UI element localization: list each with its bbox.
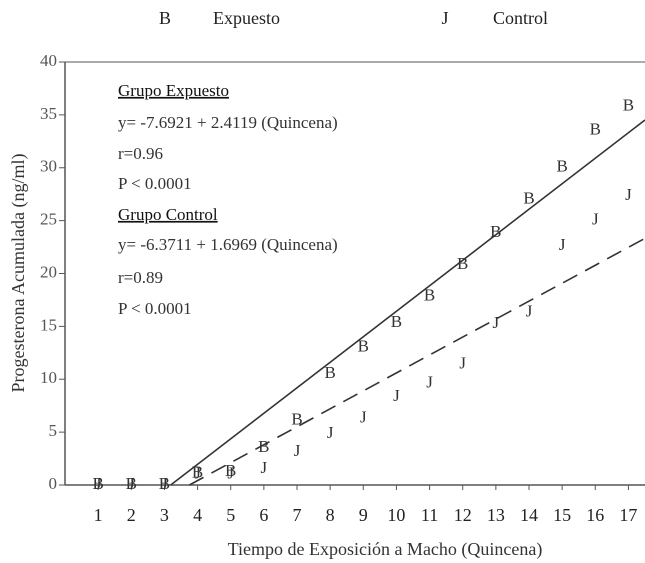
x-tick-label: 11 <box>421 505 438 525</box>
x-tick-label: 2 <box>127 505 136 525</box>
y-tick-label: 35 <box>40 104 57 123</box>
x-tick-label: 12 <box>454 505 472 525</box>
y-tick-label: 20 <box>40 262 57 281</box>
marker: B <box>424 286 435 305</box>
marker: J <box>559 235 566 254</box>
x-tick-label: 7 <box>293 505 302 525</box>
x-tick-label: 14 <box>520 505 538 525</box>
x-tick-label: 1 <box>94 505 103 525</box>
marker: J <box>227 463 234 482</box>
x-tick-label: 9 <box>359 505 368 525</box>
marker: J <box>95 474 102 493</box>
marker: J <box>128 474 135 493</box>
marker: B <box>258 437 269 456</box>
marker: J <box>459 353 466 372</box>
x-tick-label: 17 <box>619 505 637 525</box>
annotation: y= -6.3711 + 1.6969 (Quincena) <box>118 235 338 254</box>
marker: B <box>391 312 402 331</box>
marker: J <box>426 372 433 391</box>
x-tick-label: 8 <box>326 505 335 525</box>
y-tick-label: 10 <box>40 368 57 387</box>
marker: B <box>457 254 468 273</box>
marker: B <box>126 474 137 493</box>
marker: J <box>327 423 334 442</box>
marker: B <box>556 157 567 176</box>
annotation: r=0.96 <box>118 144 163 163</box>
x-tick-label: 16 <box>586 505 604 525</box>
annotation: P < 0.0001 <box>118 299 192 318</box>
legend-label: Control <box>493 8 548 28</box>
marker: B <box>523 188 534 207</box>
marker: J <box>592 210 599 229</box>
y-tick-label: 0 <box>49 474 58 493</box>
y-tick-label: 40 <box>40 51 57 70</box>
marker: J <box>161 474 168 493</box>
annotation: Grupo Control <box>118 205 218 224</box>
marker: B <box>159 474 170 493</box>
marker: J <box>261 458 268 477</box>
trendline <box>189 237 645 486</box>
marker: B <box>291 409 302 428</box>
trendline <box>170 119 645 486</box>
marker: J <box>294 441 301 460</box>
marker: J <box>194 463 201 482</box>
marker: J <box>493 313 500 332</box>
marker: B <box>192 462 203 481</box>
annotation: y= -7.6921 + 2.4119 (Quincena) <box>118 113 338 132</box>
y-tick-label: 25 <box>40 210 57 229</box>
annotation: P < 0.0001 <box>118 174 192 193</box>
x-tick-label: 3 <box>160 505 169 525</box>
annotation: Grupo Expuesto <box>118 81 229 100</box>
x-tick-label: 13 <box>487 505 505 525</box>
marker: J <box>393 386 400 405</box>
y-tick-label: 15 <box>40 315 57 334</box>
x-tick-label: 5 <box>226 505 235 525</box>
legend-marker: J <box>441 8 448 28</box>
annotation: r=0.89 <box>118 268 163 287</box>
marker: B <box>490 222 501 241</box>
y-axis-title: Progesterona Acumulada (ng/ml) <box>8 154 29 393</box>
y-tick-label: 5 <box>49 421 58 440</box>
x-tick-label: 15 <box>553 505 571 525</box>
legend-label: Expuesto <box>213 8 280 28</box>
x-tick-label: 6 <box>259 505 268 525</box>
marker: B <box>623 95 634 114</box>
y-tick-label: 30 <box>40 157 57 176</box>
marker: B <box>324 363 335 382</box>
marker: B <box>92 474 103 493</box>
x-tick-label: 10 <box>387 505 405 525</box>
marker: B <box>225 461 236 480</box>
x-tick-label: 4 <box>193 505 202 525</box>
x-axis-title: Tiempo de Exposición a Macho (Quincena) <box>228 539 543 560</box>
marker: J <box>526 302 533 321</box>
marker: B <box>590 120 601 139</box>
legend-marker: B <box>159 8 171 28</box>
marker: J <box>360 407 367 426</box>
marker: J <box>625 185 632 204</box>
marker: B <box>358 336 369 355</box>
